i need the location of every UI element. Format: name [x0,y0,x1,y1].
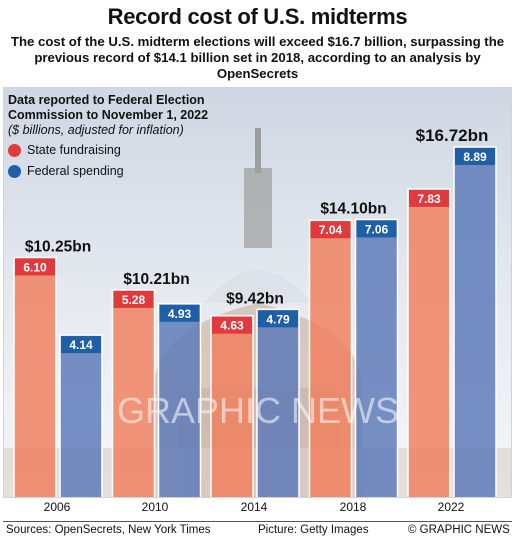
note-unit: ($ billions, adjusted for inflation) [8,123,184,137]
bar-federal-2014 [256,308,300,497]
footer-sources: Sources: OpenSecrets, New York Times [6,524,211,536]
data-note: Data reported to Federal Election Commis… [8,93,248,138]
data-label-state-2018: 7.04 [319,223,343,237]
data-label-federal-2006: 4.14 [69,338,93,352]
data-label-federal-2018: 7.06 [365,222,389,236]
bar-federal-2010 [157,303,202,497]
total-label-2022: $16.72bn [416,126,489,145]
bar-state-2018 [308,219,353,497]
x-tick-2010: 2010 [141,500,169,514]
legend-label-federal: Federal spending [27,164,124,178]
x-tick-2006: 2006 [43,500,71,514]
value-box-federal-2018 [356,220,397,238]
page-subtitle: The cost of the U.S. midterm elections w… [10,34,505,81]
value-box-federal-2014 [258,310,298,328]
data-label-state-2010: 5.28 [122,293,146,307]
legend-swatch-red [8,143,21,157]
footer-divider [3,521,512,522]
total-label-2018: $14.10bn [320,200,386,217]
bar-state-2006 [13,256,57,497]
data-label-state-2006: 6.10 [23,260,47,274]
page-title: Record cost of U.S. midterms [107,4,408,29]
value-box-federal-2006 [61,336,101,354]
value-box-state-2022 [409,189,449,207]
legend-item-state: State fundraising [8,143,121,157]
x-tick-2014: 2014 [240,500,268,514]
note-line-1: Data reported to Federal Election [8,93,205,107]
value-box-federal-2010 [159,304,200,322]
total-label-2006: $10.25bn [25,238,91,255]
capitol-upper-dome [204,270,312,303]
total-label-2010: $10.21bn [123,271,189,288]
bar-federal-2022 [453,146,497,497]
data-label-federal-2014: 4.79 [266,312,290,326]
value-box-state-2006 [15,258,55,276]
data-label-state-2014: 4.63 [220,319,244,333]
bar-state-2014 [210,314,254,497]
data-label-federal-2010: 4.93 [168,307,192,321]
capitol-statue [255,128,261,173]
legend-swatch-blue [8,164,21,178]
value-box-federal-2022 [455,147,495,165]
x-tick-2022: 2022 [437,500,465,514]
bar-state-2022 [407,188,451,497]
value-box-state-2010 [113,290,154,308]
value-box-state-2018 [310,221,351,239]
bar-chart: 6.10 4.14 $10.25bn 5.28 4.93 $10.21bn 4.63 4.79… [4,126,511,497]
legend-label-state: State fundraising [27,143,121,157]
value-box-state-2014 [212,316,252,334]
data-label-state-2022: 7.83 [417,192,441,206]
bar-federal-2018 [354,218,399,497]
footer-picture: Picture: Getty Images [258,524,369,536]
chart-area: 6.10 4.14 $10.25bn 5.28 4.93 $10.21bn 4.63 4.79… [3,87,512,498]
watermark: GRAPHIC NEWS [117,390,399,431]
total-label-2014: $9.42bn [226,290,284,307]
note-line-2: Commission to November 1, 2022 [8,108,209,122]
x-tick-2018: 2018 [339,500,367,514]
data-label-federal-2022: 8.89 [463,150,487,164]
footer-credit: © GRAPHIC NEWS [408,524,510,536]
bar-federal-2006 [59,334,103,497]
capitol-lantern [244,168,272,248]
legend-item-federal: Federal spending [8,164,124,178]
bar-state-2010 [111,289,156,497]
